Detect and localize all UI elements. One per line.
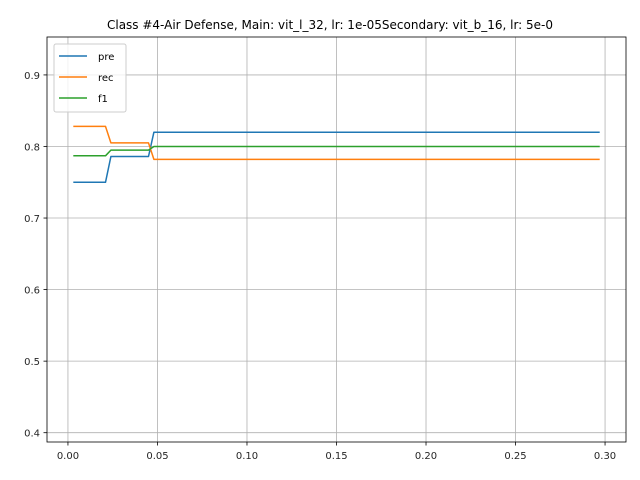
- x-axis: 0.00 0.05 0.10 0.15 0.20 0.25 0.30: [57, 442, 616, 462]
- grid-lines: [47, 37, 626, 442]
- chart-title: Class #4-Air Defense, Main: vit_l_32, lr…: [107, 18, 553, 32]
- series-line-pre: [73, 131, 600, 184]
- series-layer: [73, 125, 600, 184]
- x-tick-label: 0.20: [415, 451, 437, 462]
- x-tick-label: 0.05: [146, 451, 168, 462]
- series-line-rec: [73, 125, 600, 161]
- y-tick-label: 0.7: [24, 214, 40, 225]
- legend: pre rec f1: [53, 43, 127, 113]
- x-tick-label: 0.10: [236, 451, 258, 462]
- legend-label-f1: f1: [98, 94, 108, 105]
- y-axis: 0.4 0.5 0.6 0.7 0.8 0.9: [24, 71, 47, 440]
- x-tick-label: 0.00: [57, 451, 79, 462]
- y-tick-label: 0.9: [24, 71, 40, 82]
- x-tick-label: 0.30: [594, 451, 616, 462]
- legend-frame: [53, 43, 127, 113]
- legend-label-rec: rec: [98, 73, 114, 84]
- y-tick-label: 0.8: [24, 142, 40, 153]
- y-tick-label: 0.4: [24, 429, 40, 440]
- x-tick-label: 0.25: [504, 451, 526, 462]
- y-tick-label: 0.5: [24, 357, 40, 368]
- x-tick-label: 0.15: [325, 451, 347, 462]
- legend-label-pre: pre: [98, 52, 114, 63]
- series-line-f1: [73, 145, 600, 157]
- y-tick-label: 0.6: [24, 286, 40, 297]
